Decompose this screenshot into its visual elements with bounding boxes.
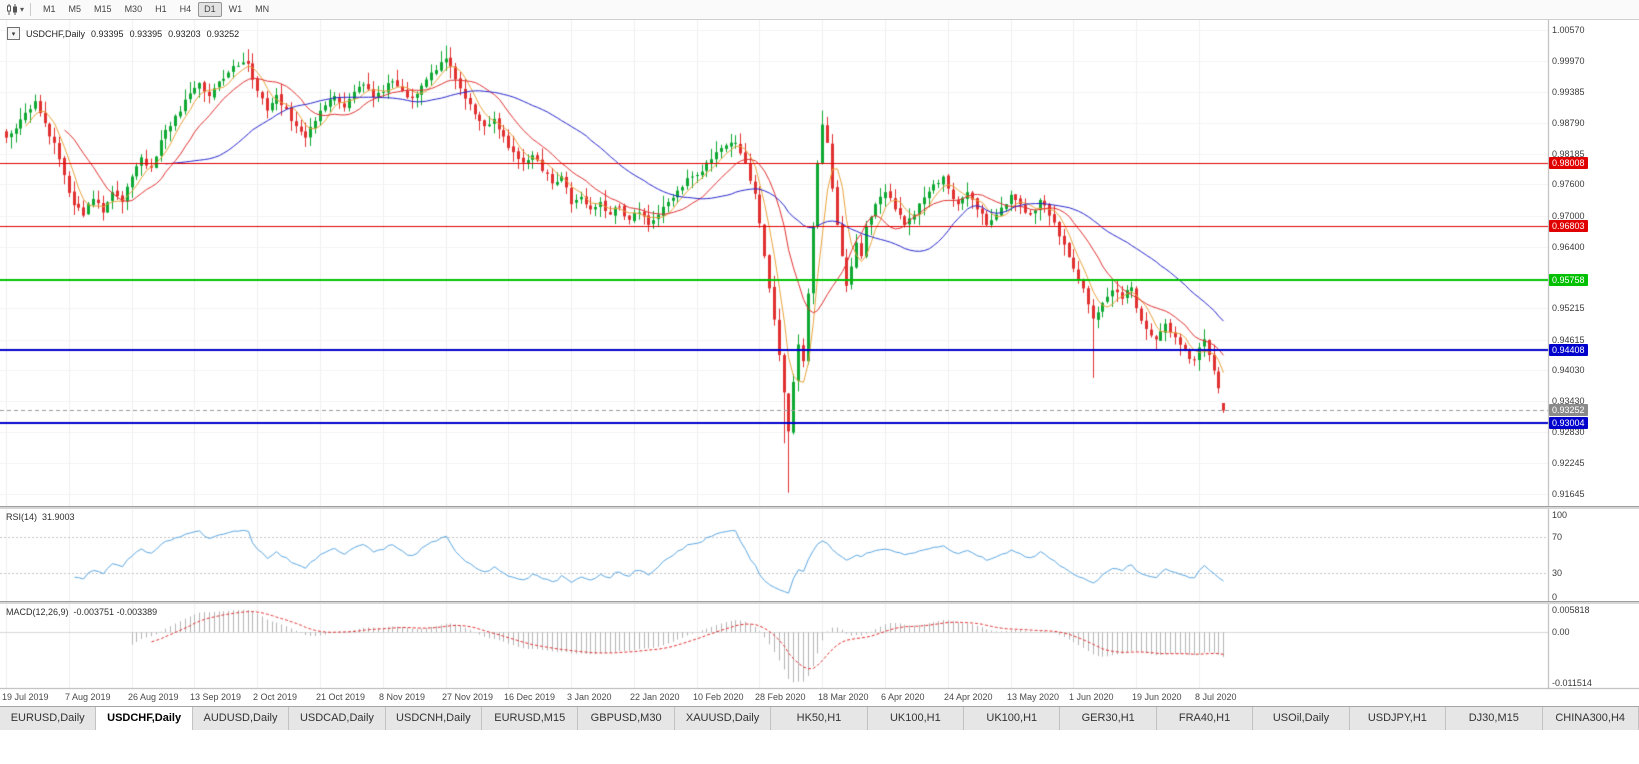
chart-tab-usdcnh-daily[interactable]: USDCNH,Daily (385, 707, 483, 730)
chart-tab-uk100-h1[interactable]: UK100,H1 (964, 707, 1061, 730)
timeframe-button-m5[interactable]: M5 (68, 4, 82, 14)
rsi-value: 31.9003 (42, 512, 75, 522)
macd-title: MACD(12,26,9) -0.003751 -0.003389 (6, 607, 157, 617)
ohlc-low: 0.93203 (168, 28, 201, 39)
timeframe-button-mn[interactable]: MN (255, 4, 270, 14)
chart-tab-usdchf-daily[interactable]: USDCHF,Daily (96, 707, 193, 730)
rsi-title: RSI(14) 31.9003 (6, 512, 75, 522)
timeframe-button-h1[interactable]: H1 (155, 4, 167, 14)
ohlc-open: 0.93395 (91, 28, 124, 39)
timeframe-button-m15[interactable]: M15 (94, 4, 112, 14)
toolbar-separator (30, 3, 32, 16)
chart-tab-usdcad-daily[interactable]: USDCAD,Daily (289, 707, 386, 730)
symbol-label: USDCHF,Daily (26, 28, 86, 39)
chart-tab-hk50-h1[interactable]: HK50,H1 (771, 707, 868, 730)
ohlc-close: 0.93252 (206, 28, 240, 39)
panel-splitter-macd[interactable] (0, 601, 1639, 604)
macd-name: MACD(12,26,9) (6, 607, 69, 617)
macd-values: -0.003751 -0.003389 (73, 607, 158, 617)
chart-tab-dj30-m15[interactable]: DJ30,M15 (1446, 707, 1543, 730)
bottom-filler (0, 730, 1639, 764)
chart-tab-eurusd-daily[interactable]: EURUSD,Daily (0, 707, 97, 730)
symbol-menu-icon[interactable]: ▾ (7, 27, 20, 40)
chart-tab-audusd-daily[interactable]: AUDUSD,Daily (192, 707, 290, 730)
timeframe-button-m1[interactable]: M1 (43, 4, 56, 14)
timeframe-button-w1[interactable]: W1 (228, 4, 243, 14)
chart-dropdown-caret-icon[interactable]: ▾ (20, 5, 25, 14)
chart-area: 1.00570 0.99970 0.99385 0.98790 0.98185 0.976… (0, 20, 1639, 706)
symbol-title: ▾ USDCHF,Daily 0.93395 0.93395 0.93203 0… (7, 27, 239, 40)
timeframe-button-group: M1 M5 M15 M30 H1 H4 D1 W1 MN (37, 2, 275, 17)
chart-tab-usdjpy-h1[interactable]: USDJPY,H1 (1349, 707, 1447, 730)
chart-tab-gbpusd-m30[interactable]: GBPUSD,M30 (578, 707, 675, 730)
timeframe-button-h4[interactable]: H4 (179, 4, 192, 14)
chart-canvas[interactable] (0, 20, 1639, 706)
timeframe-button-m30[interactable]: M30 (124, 4, 143, 14)
chart-tab-bar: EURUSD,Daily USDCHF,Daily AUDUSD,Daily USDC… (0, 706, 1639, 730)
chart-tab-uk100-h1[interactable]: UK100,H1 (867, 707, 965, 730)
top-toolbar: ▾ M1 M5 M15 M30 H1 H4 D1 W1 MN (0, 0, 1639, 20)
rsi-name: RSI(14) (6, 512, 38, 522)
chart-tab-china300-h4[interactable]: CHINA300,H4 (1542, 707, 1639, 730)
timeframe-button-d1[interactable]: D1 (198, 2, 222, 17)
candlestick-chart-icon[interactable] (4, 3, 20, 17)
ohlc-high: 0.93395 (129, 28, 163, 39)
panel-splitter-rsi[interactable] (0, 506, 1639, 509)
chart-tab-fra40-h1[interactable]: FRA40,H1 (1156, 707, 1254, 730)
chart-tab-xauusd-daily[interactable]: XAUUSD,Daily (674, 707, 772, 730)
chart-tab-eurusd-m15[interactable]: EURUSD,M15 (482, 707, 579, 730)
chart-tab-usoil-daily[interactable]: USOil,Daily (1253, 707, 1350, 730)
chart-tab-ger30-h1[interactable]: GER30,H1 (1060, 707, 1157, 730)
